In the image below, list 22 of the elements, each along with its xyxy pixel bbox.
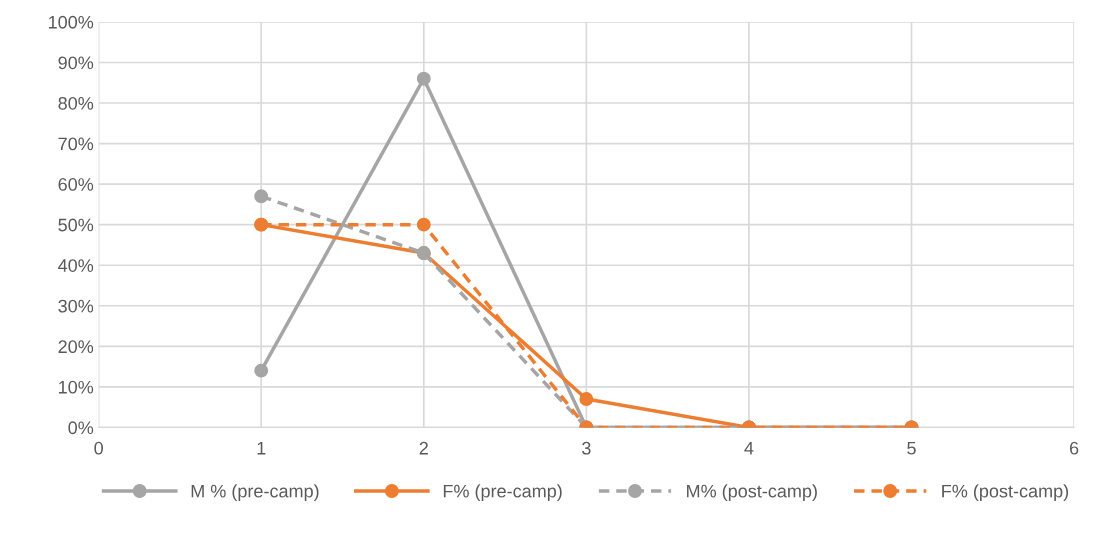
x-tick-label: 2 <box>419 441 428 455</box>
legend-label: M% (post-camp) <box>687 484 817 502</box>
y-tick-label: 40% <box>58 259 94 272</box>
legend-label: F% (pre-camp) <box>443 484 562 502</box>
y-tick-label: 30% <box>58 299 94 313</box>
x-tick-label: 0 <box>94 441 103 455</box>
x-tick-label: 3 <box>582 441 591 455</box>
y-tick-label: 90% <box>58 56 94 70</box>
y-tick-label: 50% <box>58 218 94 232</box>
x-tick-label: 1 <box>257 441 266 455</box>
y-tick-label: 10% <box>59 380 94 394</box>
y-tick-label: 70% <box>58 137 94 151</box>
y-tick-label: 100% <box>48 15 94 29</box>
legend-label: F% (post-camp) <box>942 484 1069 502</box>
legend-label: M % (pre-camp) <box>191 484 319 502</box>
y-tick-label: 20% <box>58 340 94 354</box>
x-tick-label: 4 <box>744 441 754 455</box>
y-tick-label: 0% <box>68 421 94 435</box>
x-tick-label: 6 <box>1069 441 1079 455</box>
x-tick-label: 5 <box>907 441 916 455</box>
y-tick-label: 80% <box>58 96 94 110</box>
y-tick-label: 60% <box>58 178 94 191</box>
